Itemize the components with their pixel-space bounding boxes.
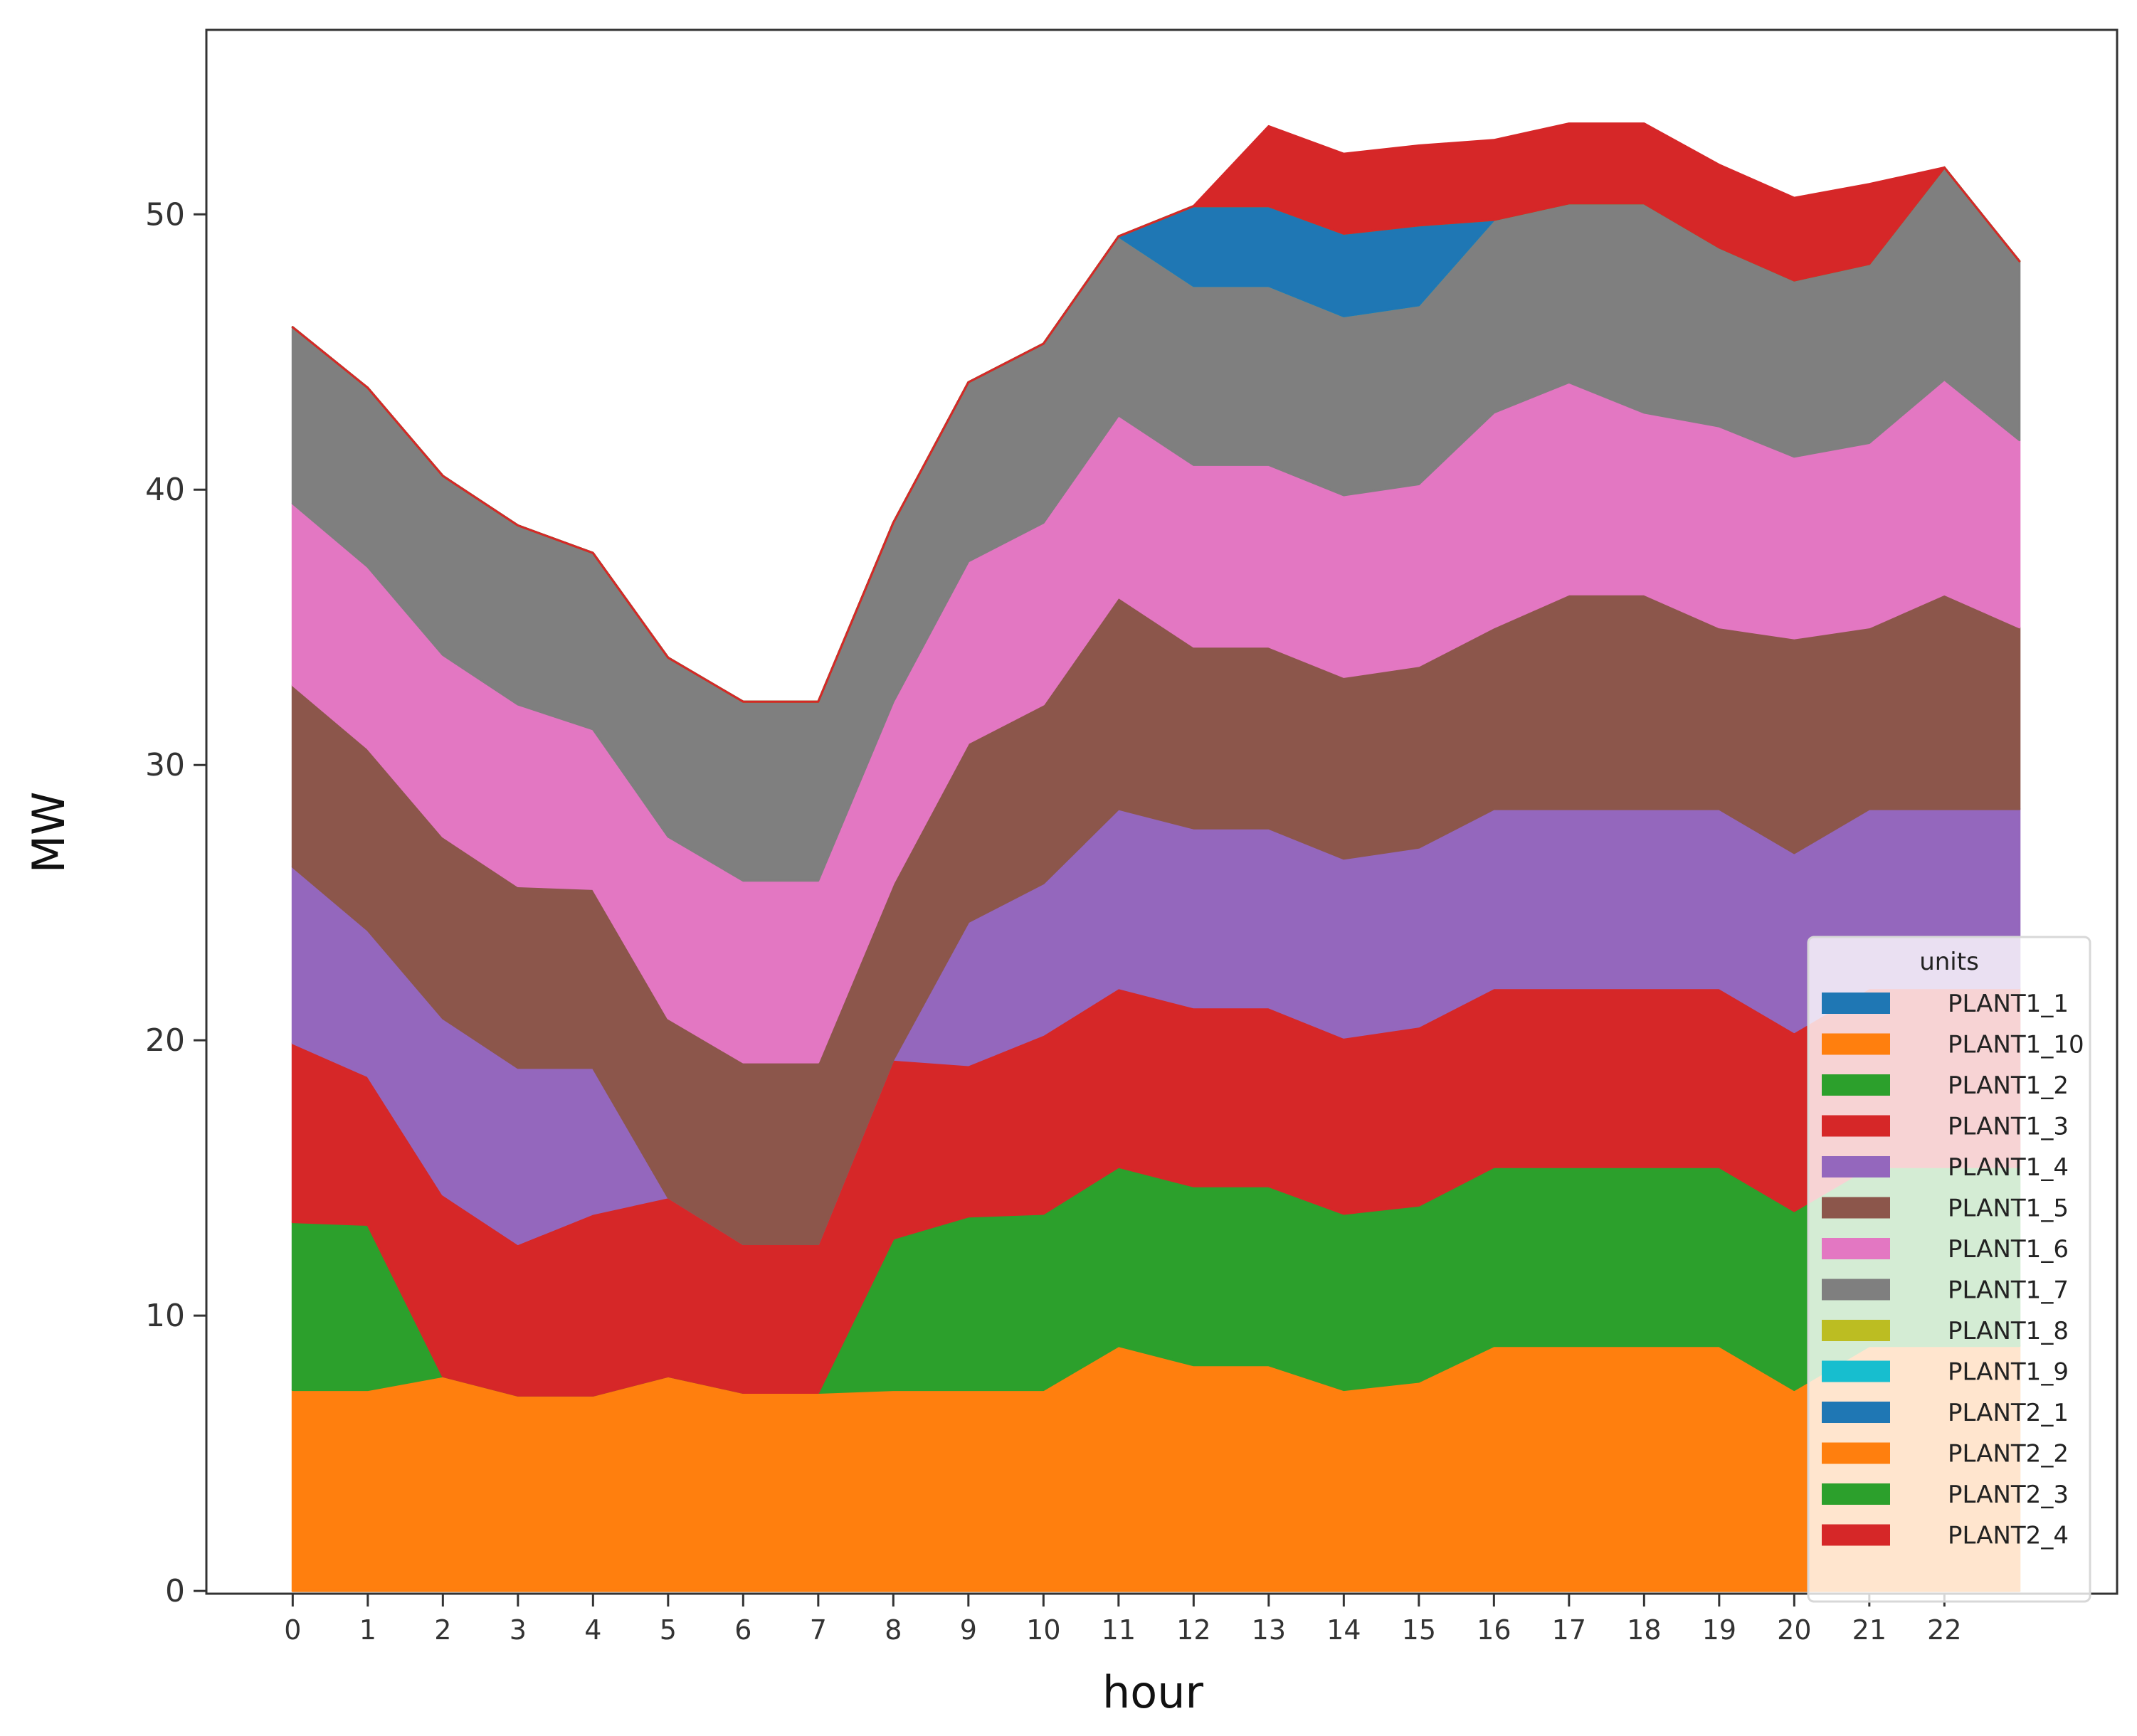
x-tick-label-18: 18 xyxy=(1627,1614,1661,1646)
legend-swatch-plant1-4 xyxy=(1822,1156,1890,1177)
x-tick-label-9: 9 xyxy=(960,1614,977,1646)
legend-label-plant1-8: PLANT1_8 xyxy=(1948,1317,2069,1345)
legend-frame xyxy=(1807,936,2091,1603)
y-tick-label-20: 20 xyxy=(145,1022,185,1059)
x-tick-label-13: 13 xyxy=(1252,1614,1286,1646)
x-tick-label-10: 10 xyxy=(1026,1614,1060,1646)
legend-label-plant2-4: PLANT2_4 xyxy=(1948,1522,2069,1550)
x-tick-label-21: 21 xyxy=(1852,1614,1887,1646)
legend-label-plant1-4: PLANT1_4 xyxy=(1948,1153,2069,1182)
legend-swatch-plant1-5 xyxy=(1822,1197,1890,1219)
x-tick-label-5: 5 xyxy=(660,1614,677,1646)
legend-swatch-plant1-1 xyxy=(1822,993,1890,1014)
x-tick-label-3: 3 xyxy=(510,1614,527,1646)
plot-frame xyxy=(205,28,2118,1595)
x-tick-label-2: 2 xyxy=(434,1614,451,1646)
x-tick-label-14: 14 xyxy=(1326,1614,1361,1646)
area-plant2-4 xyxy=(291,122,2021,703)
x-tick-label-22: 22 xyxy=(1927,1614,1961,1646)
legend-swatch-plant1-9 xyxy=(1822,1360,1890,1382)
legend-label-plant1-7: PLANT1_7 xyxy=(1948,1276,2069,1305)
legend-swatch-plant2-4 xyxy=(1822,1524,1890,1546)
y-tick-label-10: 10 xyxy=(145,1298,185,1334)
y-axis-label: MW xyxy=(23,792,75,874)
legend-label-plant1-1: PLANT1_1 xyxy=(1948,990,2069,1018)
legend-label-plant2-3: PLANT2_3 xyxy=(1948,1481,2069,1509)
x-tick-label-17: 17 xyxy=(1552,1614,1586,1646)
legend-label-plant1-10: PLANT1_10 xyxy=(1948,1031,2084,1059)
legend-swatch-plant1-3 xyxy=(1822,1115,1890,1137)
legend-label-plant1-2: PLANT1_2 xyxy=(1948,1071,2069,1100)
x-tick-label-8: 8 xyxy=(885,1614,902,1646)
y-tick-label-0: 0 xyxy=(165,1573,185,1609)
legend-swatch-plant2-3 xyxy=(1822,1483,1890,1505)
legend-swatch-plant1-8 xyxy=(1822,1320,1890,1341)
legend-title: units xyxy=(1919,948,1979,976)
legend-label-plant1-5: PLANT1_5 xyxy=(1948,1195,2069,1223)
legend-swatch-plant1-2 xyxy=(1822,1074,1890,1096)
x-tick-label-7: 7 xyxy=(810,1614,827,1646)
area-series-group xyxy=(291,122,2021,1592)
x-tick-label-6: 6 xyxy=(734,1614,751,1646)
legend-items: PLANT1_1 PLANT1_10 PLANT1_2 PLANT1_3 PLANT1_… xyxy=(1822,990,2084,1550)
y-tick-label-50: 50 xyxy=(145,196,185,233)
tick-group: 0 1 2 3 4 5 6 7 8 9 10 11 12 13 14 15 16 17 18 19 20 21 220102… xyxy=(145,196,1962,1646)
legend-label-plant2-1: PLANT2_1 xyxy=(1948,1399,2069,1427)
legend-label-plant2-2: PLANT2_2 xyxy=(1948,1440,2069,1468)
legend-swatch-plant1-7 xyxy=(1822,1279,1890,1301)
x-tick-label-11: 11 xyxy=(1102,1614,1136,1646)
x-tick-label-12: 12 xyxy=(1176,1614,1210,1646)
legend: units PLANT1_1PLANT1_10PLANT1_2PLANT1_3P… xyxy=(1807,936,2091,1603)
x-tick-label-0: 0 xyxy=(284,1614,301,1646)
axes-group xyxy=(205,28,2118,1595)
x-tick-label-20: 20 xyxy=(1777,1614,1811,1646)
legend-swatch-plant1-6 xyxy=(1822,1238,1890,1259)
x-tick-label-4: 4 xyxy=(584,1614,601,1646)
legend-label-plant1-6: PLANT1_6 xyxy=(1948,1235,2069,1264)
x-tick-label-15: 15 xyxy=(1402,1614,1436,1646)
legend-swatch-plant2-1 xyxy=(1822,1402,1890,1423)
y-tick-label-30: 30 xyxy=(145,747,185,783)
x-tick-label-19: 19 xyxy=(1702,1614,1736,1646)
x-tick-label-16: 16 xyxy=(1477,1614,1511,1646)
y-tick-label-40: 40 xyxy=(145,472,185,508)
legend-label-plant1-9: PLANT1_9 xyxy=(1948,1358,2069,1387)
legend-label-plant1-3: PLANT1_3 xyxy=(1948,1113,2069,1141)
x-axis-label: hour xyxy=(1102,1666,1204,1718)
x-tick-label-1: 1 xyxy=(359,1614,376,1646)
legend-swatch-plant2-2 xyxy=(1822,1442,1890,1464)
legend-swatch-plant1-10 xyxy=(1822,1033,1890,1055)
